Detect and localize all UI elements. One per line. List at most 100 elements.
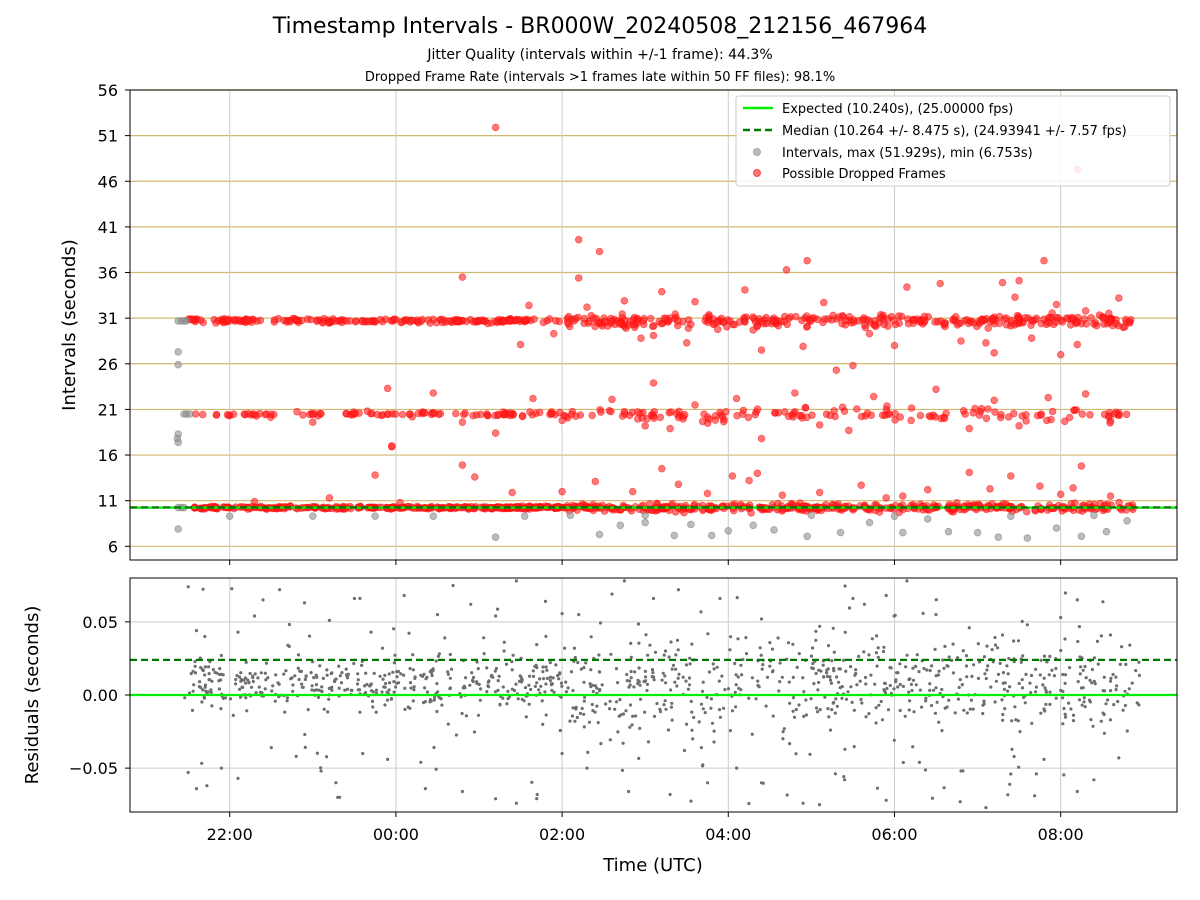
residual-cloud-point <box>432 745 436 750</box>
residual-cloud-point <box>548 675 553 679</box>
residual-cloud-point <box>244 696 248 700</box>
dropped-frame-band-point <box>1058 318 1067 326</box>
dropped-frame-band-point <box>320 314 328 323</box>
dropped-frame-point <box>998 278 1007 287</box>
residual-cloud-point <box>325 673 329 677</box>
residual-point <box>818 624 822 628</box>
jitter-subtitle: Jitter Quality (intervals within +/-1 fr… <box>427 47 773 63</box>
residual-cloud-point <box>932 688 936 692</box>
residual-reference-lines <box>130 658 1177 697</box>
residual-cloud-point <box>476 713 481 717</box>
dropped-frame-point <box>869 392 878 401</box>
x-axis-label: Time (UTC) <box>602 855 703 876</box>
residual-point <box>627 789 631 794</box>
residual-cloud-point <box>273 699 277 703</box>
residual-cloud-point <box>270 689 274 693</box>
residual-cloud-point <box>257 685 261 689</box>
residual-cloud-point <box>1077 625 1081 629</box>
residual-cloud-point <box>965 675 969 679</box>
dropped-frame-band-point <box>712 318 721 327</box>
interval-point <box>687 520 695 529</box>
dropped-frame-band-point <box>698 417 707 426</box>
residual-cloud-point <box>882 688 886 692</box>
residual-cloud-point <box>814 638 818 642</box>
dropped-frame-point <box>923 485 932 494</box>
dropped-frame-point <box>782 265 791 274</box>
x-tick-label: 04:00 <box>705 825 751 844</box>
residual-cloud-point <box>464 714 468 718</box>
residual-cloud-point <box>1112 703 1116 707</box>
residual-cloud-point <box>1083 705 1087 709</box>
dropped-frame-band-point <box>223 410 232 419</box>
dropped-frame-point <box>1011 293 1019 302</box>
residual-cloud-point <box>645 682 650 687</box>
legend-box <box>735 95 1171 187</box>
residual-cloud-point <box>644 633 648 637</box>
residual-cloud-point <box>686 687 691 691</box>
dropped-frame-point <box>458 461 467 469</box>
residual-cloud-point <box>595 704 599 708</box>
dropped-frame-band-point <box>1007 319 1016 327</box>
interval-point <box>994 533 1003 541</box>
residual-cloud-point <box>662 653 666 657</box>
dropped-frame-point <box>387 442 396 450</box>
residual-cloud-point <box>593 684 598 688</box>
residual-point <box>186 585 190 589</box>
residual-point <box>535 792 539 797</box>
residual-cloud-point <box>676 648 680 652</box>
residual-point <box>352 596 356 601</box>
dropped-frame-band-point <box>758 317 766 326</box>
dropped-frame-band-point <box>438 318 447 327</box>
residual-cloud-point <box>1106 698 1110 702</box>
residual-cloud-point <box>747 801 751 806</box>
residual-cloud-point <box>371 705 375 709</box>
residual-cloud-point <box>541 670 545 674</box>
residual-cloud-point <box>901 684 906 689</box>
dropped-frame-band-point <box>876 310 885 319</box>
residual-cloud-point <box>544 713 548 717</box>
residual-cloud-point <box>475 681 479 686</box>
residual-cloud-point <box>338 674 342 678</box>
residual-cloud-point <box>1063 712 1067 716</box>
residual-cloud-point <box>843 630 847 634</box>
residual-cloud-point <box>645 688 649 693</box>
residual-cloud-point <box>768 664 772 668</box>
residual-cloud-point <box>817 668 821 672</box>
intervals-plot-frame <box>129 89 1178 561</box>
dropped-frame-band-point <box>780 317 788 326</box>
dropped-frame-point <box>898 492 907 500</box>
residual-cloud-point <box>580 706 584 711</box>
residual-cloud-point <box>537 688 541 692</box>
residual-cloud-point <box>378 674 382 678</box>
dropped-frame-band-point <box>1043 416 1051 425</box>
dropped-frame-point <box>936 279 944 288</box>
residual-cloud-point <box>493 669 497 673</box>
residual-cloud-point <box>1090 681 1094 685</box>
residual-cloud-point <box>1114 675 1118 679</box>
residual-cloud-point <box>435 682 439 686</box>
legend-dropped-label: Possible Dropped Frames <box>782 167 946 182</box>
residual-cloud-point <box>496 679 500 683</box>
residual-cloud-point <box>383 703 387 707</box>
dropped-frame-point <box>932 385 940 394</box>
residual-cloud-point <box>942 666 946 670</box>
dropped-frame-band-point <box>700 410 708 418</box>
intervals-y-tick-label: 26 <box>98 355 118 374</box>
residual-cloud-point <box>203 665 207 669</box>
residual-cloud-point <box>860 701 864 705</box>
residual-cloud-point <box>307 634 312 638</box>
intervals-y-tick-label: 51 <box>98 127 118 146</box>
residual-cloud-point <box>780 675 784 679</box>
residual-cloud-point <box>412 688 416 692</box>
dropped-frame-band-point <box>535 408 544 417</box>
residual-cloud-point <box>685 722 689 726</box>
residual-cloud-point <box>893 613 897 617</box>
dropped-frame-band-point <box>476 410 485 419</box>
residual-cloud-point <box>633 670 637 674</box>
residual-cloud-point <box>690 642 694 646</box>
residual-cloud-point <box>710 721 715 725</box>
residual-cloud-point <box>266 676 270 680</box>
residual-cloud-point <box>646 653 650 657</box>
residual-cloud-point <box>583 695 587 699</box>
residual-cloud-point <box>911 666 915 670</box>
